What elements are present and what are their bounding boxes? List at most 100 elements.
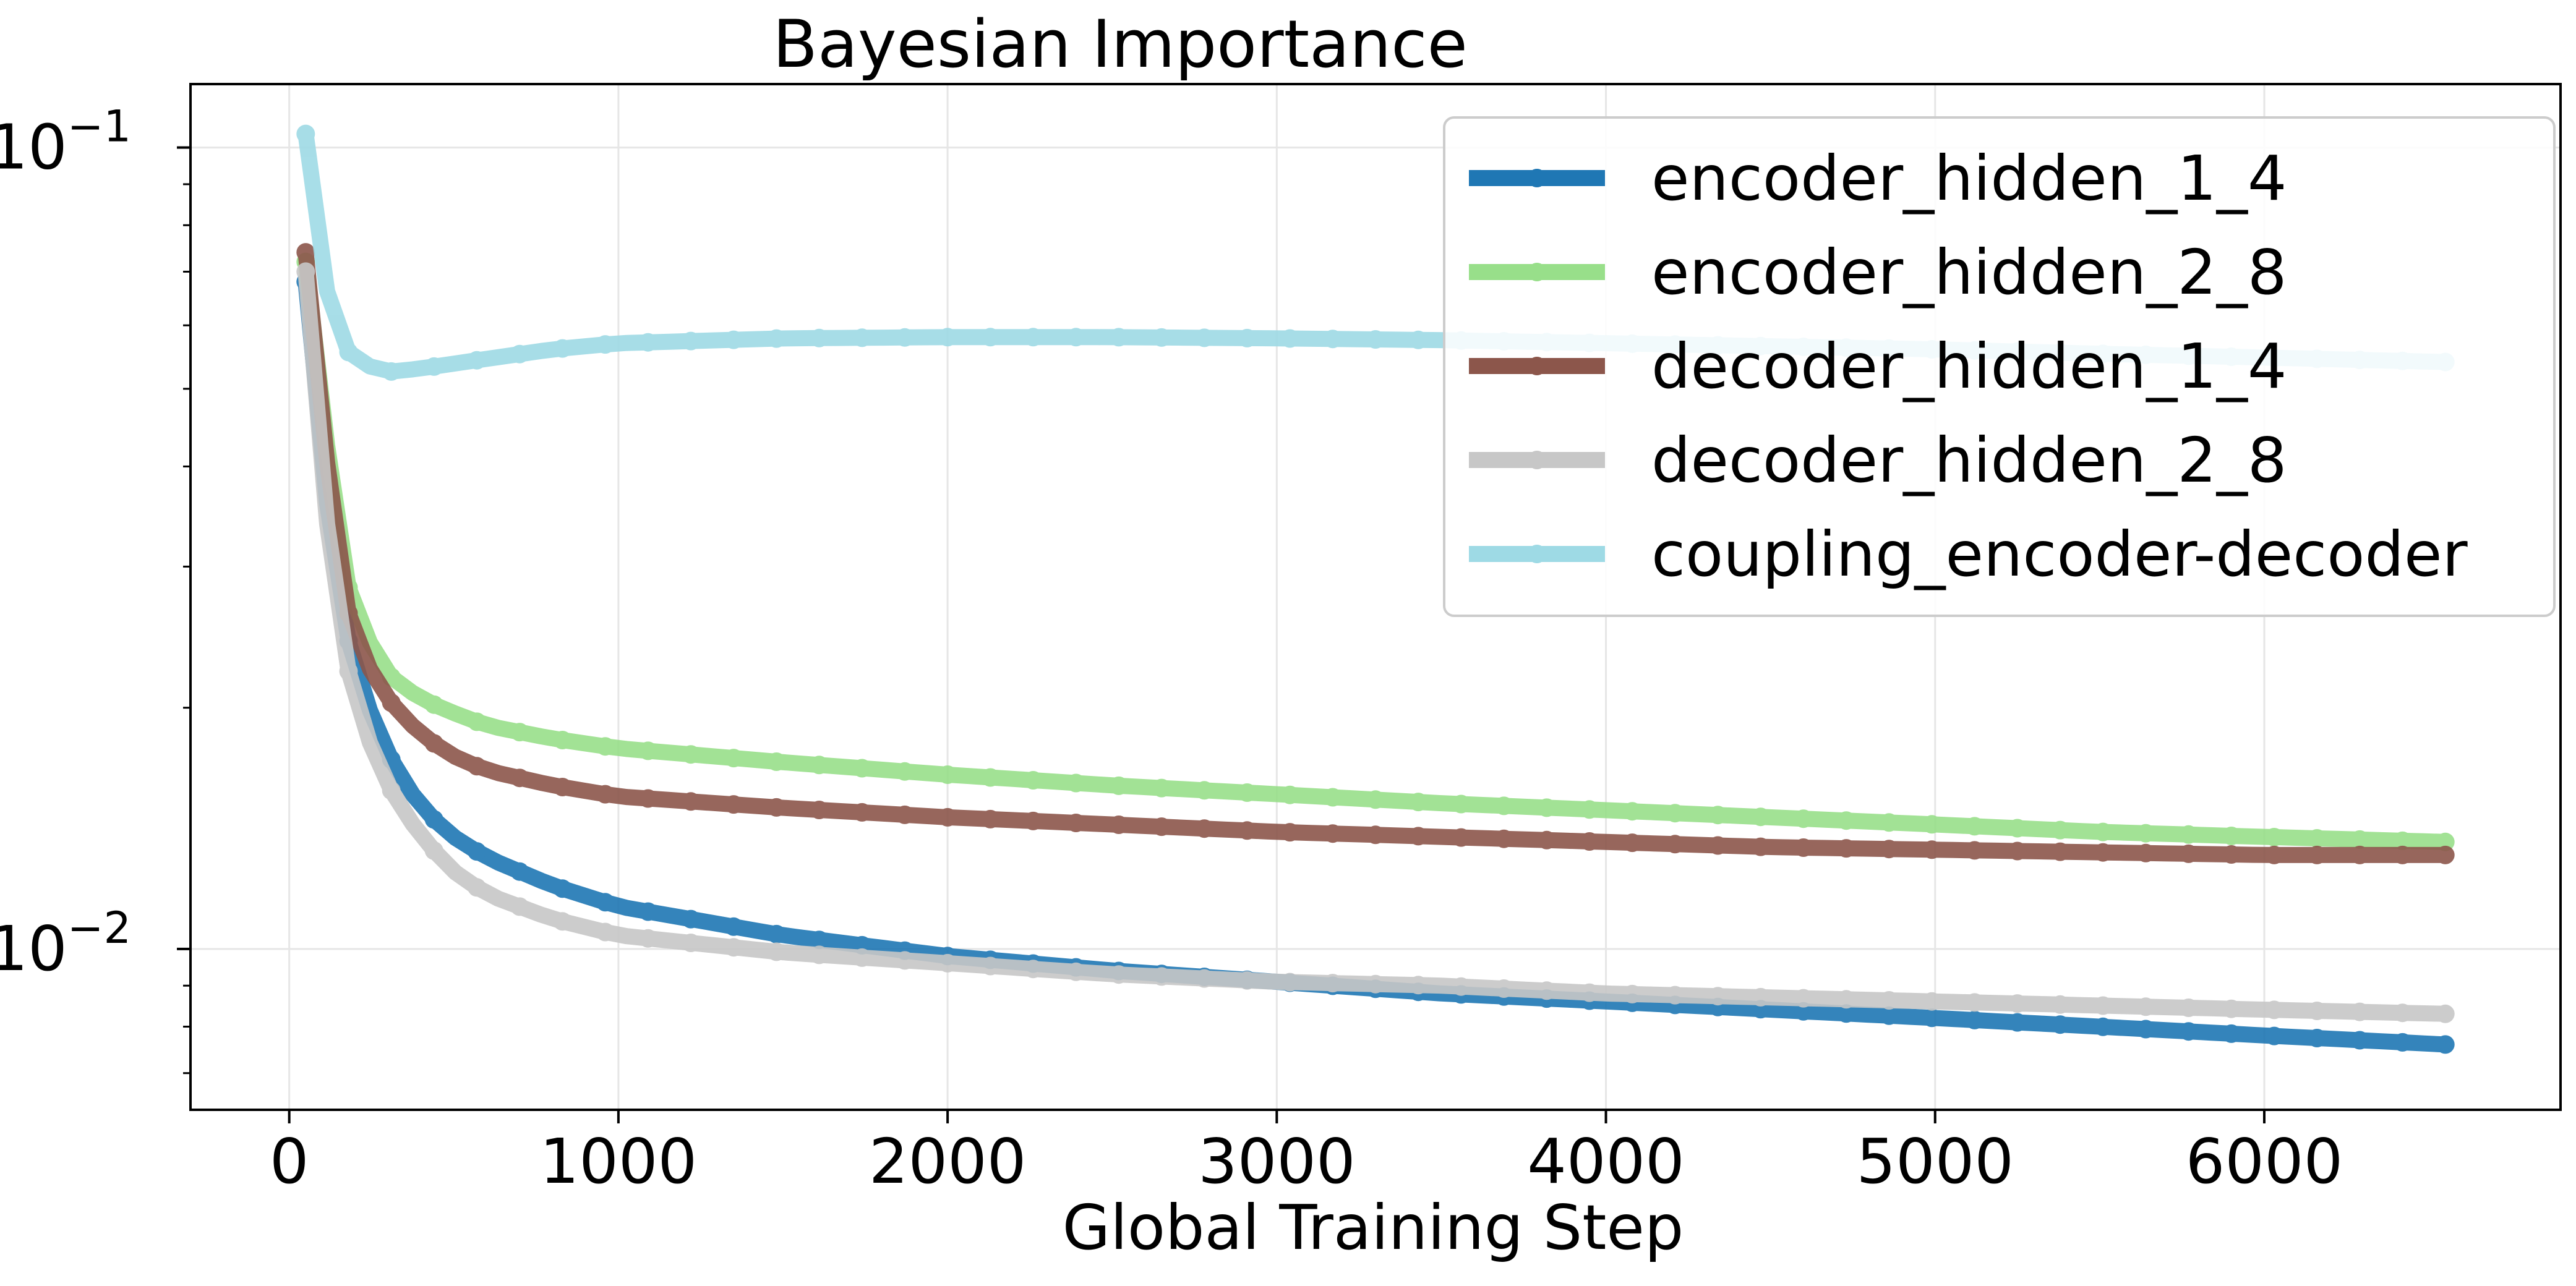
data-point <box>1238 783 1257 802</box>
data-point <box>1323 974 1342 993</box>
data-point <box>339 343 358 362</box>
data-point <box>2308 845 2327 864</box>
data-point <box>1494 979 1513 998</box>
data-point <box>1066 962 1085 981</box>
data-point <box>1922 1008 1941 1028</box>
data-point <box>682 792 700 811</box>
legend-marker <box>1528 357 1546 375</box>
data-point <box>2393 1003 2412 1023</box>
data-point <box>2436 1035 2455 1054</box>
data-point <box>2051 842 2069 861</box>
data-point <box>596 893 615 912</box>
data-point <box>1195 819 1214 838</box>
data-point <box>468 351 486 370</box>
data-point <box>1666 835 1685 854</box>
data-point <box>296 124 315 143</box>
data-point <box>2350 1002 2369 1021</box>
data-point <box>724 749 743 768</box>
data-point <box>1066 773 1085 793</box>
plot-frame <box>189 83 2562 1111</box>
data-point <box>2179 844 2198 863</box>
data-point <box>1238 328 1257 347</box>
legend-label: coupling_encoder-decoder <box>1651 518 2468 590</box>
data-point <box>382 781 401 800</box>
y-tick-label: 10−2 <box>0 903 131 985</box>
data-point <box>2008 994 2027 1013</box>
data-point <box>2008 1013 2027 1032</box>
y-tick-label: 10−1 <box>0 101 131 184</box>
data-point <box>724 938 743 957</box>
data-point <box>1580 800 1599 819</box>
data-point <box>1880 991 1899 1010</box>
data-point <box>596 785 615 804</box>
data-point <box>938 807 957 827</box>
data-point <box>2393 845 2412 864</box>
data-point <box>1751 837 1770 856</box>
data-point <box>2265 828 2283 846</box>
data-point <box>510 769 529 788</box>
x-tick-label: 3000 <box>1198 1125 1356 1198</box>
data-point <box>468 757 486 776</box>
data-point <box>2222 1024 2241 1043</box>
data-point <box>852 948 871 967</box>
data-point <box>1238 821 1257 840</box>
data-point <box>2008 819 2027 838</box>
data-point <box>1494 796 1513 815</box>
legend-label: decoder_hidden_1_4 <box>1651 330 2287 402</box>
data-point <box>767 329 786 348</box>
data-point <box>895 762 914 781</box>
data-point <box>1666 804 1685 823</box>
x-tick-label: 6000 <box>2186 1125 2343 1198</box>
data-point <box>1024 771 1043 790</box>
data-point <box>1280 973 1299 992</box>
data-point <box>1366 790 1385 809</box>
data-point <box>510 862 529 881</box>
data-point <box>1409 793 1428 812</box>
data-point <box>553 731 572 749</box>
data-point <box>1751 987 1770 1007</box>
legend-marker <box>1528 169 1546 187</box>
data-point <box>2179 825 2198 844</box>
data-point <box>596 737 615 756</box>
data-point <box>424 695 443 714</box>
data-point <box>724 330 743 349</box>
data-point <box>1195 969 1214 988</box>
data-point <box>1024 960 1043 979</box>
data-point <box>2265 845 2283 864</box>
data-point <box>1409 827 1428 846</box>
data-point <box>2350 830 2369 849</box>
data-point <box>981 956 1000 976</box>
data-point <box>468 842 486 861</box>
data-point <box>1152 328 1171 347</box>
data-point <box>1109 776 1128 795</box>
data-point <box>1452 828 1471 847</box>
y-axis: 10−2 10−1 <box>0 101 190 1075</box>
data-point <box>638 741 657 760</box>
legend-item: coupling_encoder-decoder <box>1469 518 2468 590</box>
data-point <box>1024 328 1043 347</box>
data-point <box>1366 825 1385 845</box>
data-point <box>553 778 572 796</box>
data-point <box>2393 1033 2412 1052</box>
data-point <box>468 878 486 897</box>
data-point <box>553 879 572 898</box>
series-decoder_hidden_1_4 <box>296 243 2455 864</box>
data-point <box>1409 976 1428 995</box>
chart-title: Bayesian Importance <box>772 6 1468 82</box>
legend-item: encoder_hidden_2_8 <box>1469 236 2287 309</box>
data-point <box>596 922 615 942</box>
data-point <box>981 809 1000 828</box>
legend-label: encoder_hidden_1_4 <box>1651 142 2287 215</box>
data-point <box>424 841 443 860</box>
legend: encoder_hidden_1_4 encoder_hidden_2_8deco… <box>1443 116 2556 617</box>
data-point <box>2051 820 2069 840</box>
data-point <box>1494 829 1513 848</box>
data-point <box>2436 1004 2455 1023</box>
data-point <box>1794 1002 1813 1021</box>
data-point <box>724 917 743 936</box>
data-point <box>1238 971 1257 990</box>
data-point <box>2308 829 2327 848</box>
data-point <box>638 902 657 921</box>
data-point <box>767 798 786 817</box>
legend-marker <box>1528 263 1546 281</box>
